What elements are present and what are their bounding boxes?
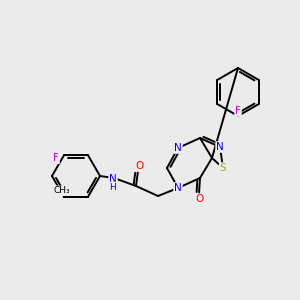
Text: H: H <box>110 182 116 191</box>
Text: CH₃: CH₃ <box>54 186 70 195</box>
Text: O: O <box>195 194 203 204</box>
Text: F: F <box>235 106 241 116</box>
Text: N: N <box>109 174 117 184</box>
Text: S: S <box>220 163 226 173</box>
Text: F: F <box>53 153 59 163</box>
Text: N: N <box>216 142 224 152</box>
Text: O: O <box>135 161 143 171</box>
Text: N: N <box>174 143 182 153</box>
Text: N: N <box>174 183 182 193</box>
